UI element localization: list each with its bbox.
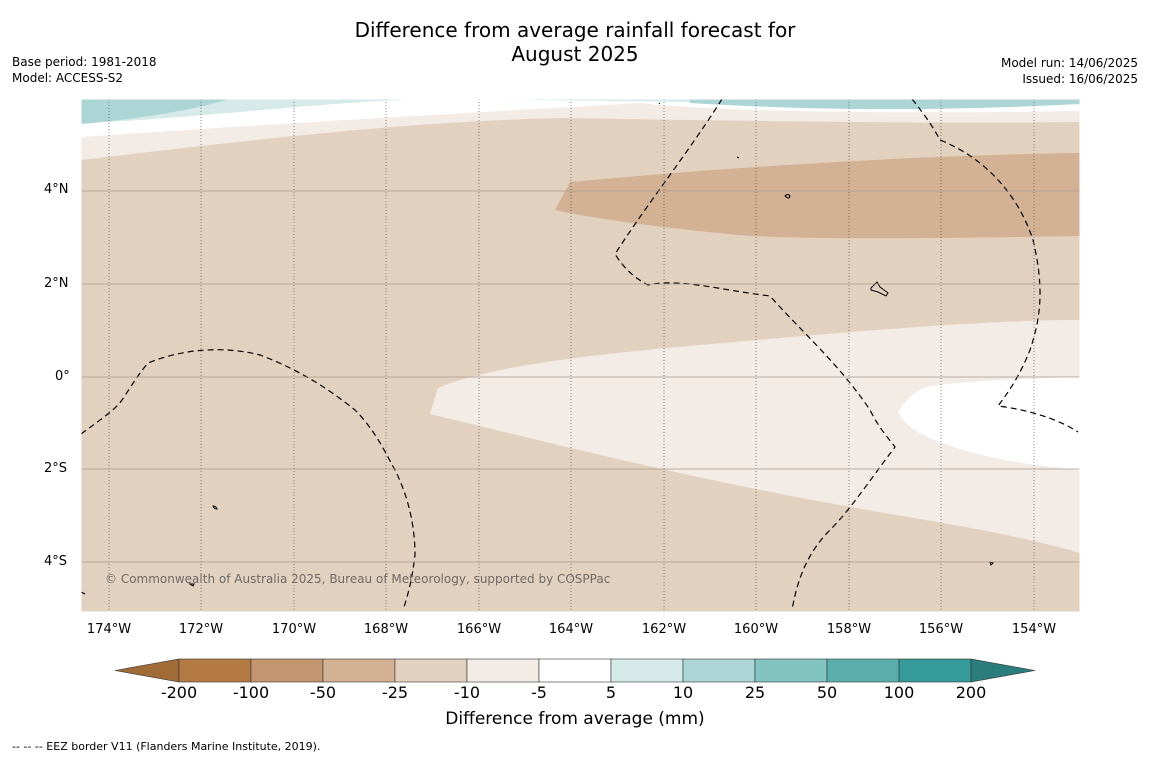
island-outline <box>188 583 195 587</box>
colorbar-swatch <box>898 658 972 683</box>
colorbar-label: 5 <box>605 683 617 702</box>
colorbar-label: -200 <box>160 683 198 702</box>
colorbar-label: 25 <box>744 683 766 702</box>
colorbar-label: -25 <box>381 683 409 702</box>
colorbar-swatch <box>538 658 612 683</box>
map-title: Difference from average rainfall forecas… <box>0 18 1150 66</box>
colorbar-label: 10 <box>672 683 694 702</box>
lat-label: 4°S <box>44 554 68 569</box>
colorbar-swatch <box>250 658 324 683</box>
eez-border-line <box>614 98 896 611</box>
title-line-2: August 2025 <box>511 42 639 66</box>
map-plot-area <box>80 98 1081 613</box>
lon-label: 168°W <box>363 622 409 637</box>
island-outline <box>870 281 889 297</box>
island-outline <box>784 194 791 199</box>
lat-label: 2°N <box>44 276 69 291</box>
eez-legend-note: -- -- -- EEZ border V11 (Flanders Marine… <box>12 740 321 753</box>
contour-dry-band <box>555 153 1080 239</box>
colorbar <box>114 658 1036 683</box>
colorbar-label: -5 <box>531 683 547 702</box>
colorbar-swatch <box>610 658 684 683</box>
eez-border-line <box>80 349 416 611</box>
model-info: Base period: 1981-2018 Model: ACCESS-S2 <box>12 54 157 86</box>
colorbar-label: 50 <box>816 683 838 702</box>
colorbar-title: Difference from average (mm) <box>445 709 705 729</box>
colorbar-label: -10 <box>453 683 481 702</box>
run-info: Model run: 14/06/2025 Issued: 16/06/2025 <box>1001 55 1138 87</box>
island-outline <box>736 156 740 159</box>
lon-label: 172°W <box>178 622 224 637</box>
colorbar-label: -50 <box>309 683 337 702</box>
lon-label: 170°W <box>271 622 317 637</box>
copyright-notice: © Commonwealth of Australia 2025, Bureau… <box>105 572 611 586</box>
base-period: Base period: 1981-2018 <box>12 55 157 69</box>
map-frame <box>80 98 1081 613</box>
island-outline <box>658 102 661 105</box>
colorbar-extend-high <box>970 658 1036 683</box>
colorbar-swatch <box>394 658 468 683</box>
contour-teal-west <box>81 99 230 124</box>
contour-light-equatorial <box>430 320 1080 553</box>
colorbar-swatch <box>754 658 828 683</box>
colorbar-label: 100 <box>883 683 915 702</box>
lon-label: 174°W <box>86 622 132 637</box>
lat-label: 2°S <box>44 461 68 476</box>
colorbar-extend-low <box>114 658 180 683</box>
lon-label: 162°W <box>641 622 687 637</box>
colorbar-swatch <box>322 658 396 683</box>
lat-label: 0° <box>55 369 70 384</box>
colorbar-swatch <box>466 658 540 683</box>
eez-border-line <box>911 98 1079 433</box>
colorbar-label: 200 <box>955 683 987 702</box>
lon-label: 156°W <box>918 622 964 637</box>
colorbar-swatch <box>682 658 756 683</box>
lon-label: 160°W <box>733 622 779 637</box>
graticule <box>81 99 1080 612</box>
colorbar-label: -100 <box>232 683 270 702</box>
model-name: Model: ACCESS-S2 <box>12 71 124 85</box>
island-outline <box>212 505 218 510</box>
lat-label: 4°N <box>44 182 69 197</box>
eez-border-line <box>80 591 86 595</box>
model-run-date: Model run: 14/06/2025 <box>1000 56 1138 70</box>
issued-date: Issued: 16/06/2025 <box>1022 72 1138 86</box>
contour-white-equatorial <box>898 377 1080 470</box>
contour-teal-east <box>690 99 1080 110</box>
island-coastlines <box>188 102 994 587</box>
eez-borders <box>80 98 1079 611</box>
lon-label: 154°W <box>1011 622 1057 637</box>
title-line-1: Difference from average rainfall forecas… <box>354 18 796 42</box>
colorbar-swatch <box>178 658 252 683</box>
lon-label: 164°W <box>548 622 594 637</box>
lon-label: 166°W <box>456 622 502 637</box>
colorbar-swatch <box>826 658 900 683</box>
island-outline <box>989 561 994 566</box>
lon-label: 158°W <box>826 622 872 637</box>
